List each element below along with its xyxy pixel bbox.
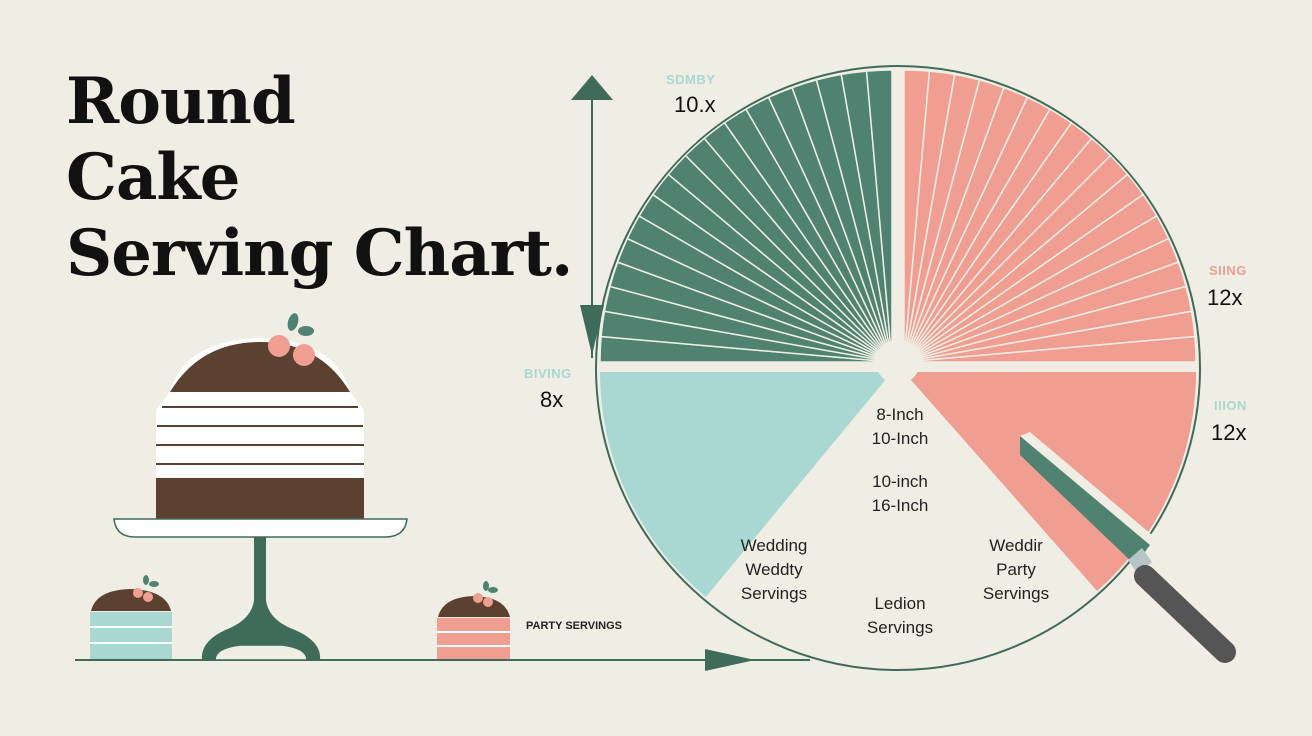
marker-value-right-lower: 12x — [1211, 420, 1247, 445]
marker-value-top: 10.x — [674, 92, 716, 117]
center-label: 10-inch — [872, 472, 928, 491]
title-line-2: Cake — [66, 140, 240, 215]
center-label-group-2: 10-inch 16-Inch — [850, 470, 950, 518]
small-mint-cake — [90, 575, 172, 659]
party-servings-label: PARTY SERVINGS — [526, 620, 622, 632]
segment-label-right: Weddir Party Servings — [966, 534, 1066, 606]
segment-label-line: Wedding — [740, 536, 808, 555]
segment-label-line: Servings — [982, 584, 1050, 603]
wedge — [865, 69, 893, 363]
cake-circle-outline — [595, 65, 1201, 671]
segment-label-line: Servings — [740, 584, 808, 603]
marker-tag-top: SDMBY — [666, 72, 716, 87]
segment-label-line: Ledion — [874, 594, 926, 613]
title-line-1: Round — [66, 64, 296, 139]
segment-label-line: Party — [996, 560, 1036, 579]
center-label: 10-Inch — [871, 429, 929, 448]
center-hub — [876, 340, 920, 384]
layer-cake-on-stand — [113, 313, 408, 661]
center-label: 8-Inch — [876, 405, 924, 424]
segment-label-line: Weddty — [745, 560, 803, 579]
green-quadrant — [599, 69, 893, 363]
segment-label-line: Weddir — [989, 536, 1043, 555]
horizontal-axis-arrow — [75, 649, 810, 671]
vertical-axis-arrow — [571, 75, 613, 358]
marker-value-left: 8x — [540, 387, 564, 412]
knife-icon — [1020, 432, 1236, 663]
marker-tag-right-upper: SIING — [1209, 263, 1247, 278]
segment-label-bottom: Ledion Servings — [850, 592, 950, 640]
center-label-group-1: 8-Inch 10-Inch — [850, 403, 950, 451]
marker-value-right-upper: 12x — [1207, 285, 1243, 310]
page-title: Round Cake Serving Chart. — [66, 64, 573, 292]
title-line-3: Serving Chart. — [66, 216, 573, 291]
small-pink-cake — [437, 581, 510, 659]
pink-quadrant — [903, 69, 1197, 363]
segment-label-line: Servings — [866, 618, 934, 637]
marker-tag-right-lower: IIION — [1214, 398, 1247, 413]
mint-slice — [600, 372, 892, 597]
center-label: 16-Inch — [871, 496, 929, 515]
wedge — [903, 335, 1197, 363]
segment-label-left: Wedding Weddty Servings — [724, 534, 824, 606]
marker-tag-left: BIVING — [524, 366, 572, 381]
